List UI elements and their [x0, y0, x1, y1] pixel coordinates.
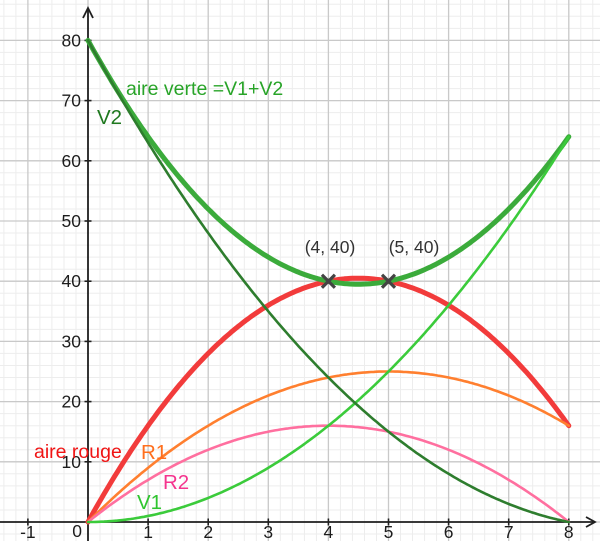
y-tick-label: 60 [62, 151, 82, 171]
x-cross-icon [380, 273, 397, 289]
curve-label-aire-verte[interactable]: aire verte =V1+V2 [126, 78, 283, 100]
x-cross-icon [320, 273, 337, 289]
y-tick-label: 50 [62, 211, 82, 231]
y-tick-label: 30 [62, 331, 82, 351]
y-tick-label: 10 [62, 452, 82, 472]
point-label-point-5-40[interactable]: (5, 40) [389, 237, 440, 257]
y-tick-label: 80 [62, 30, 82, 50]
y-tick-label: 70 [62, 91, 82, 111]
x-axis-arrow-icon [585, 516, 597, 528]
origin-label: 0 [72, 521, 82, 541]
curve-V2[interactable] [86, 39, 571, 524]
curve-label-V1[interactable]: V1 [137, 491, 162, 514]
x-tick-label: 7 [504, 522, 514, 541]
x-tick-label: 2 [203, 522, 213, 541]
curve-V1[interactable] [86, 135, 571, 524]
axis-labels: -1 1 2 3 4 5 6 7 8 10 20 30 40 50 60 70 80 0 [20, 30, 574, 541]
y-tick-label: 40 [62, 271, 82, 291]
x-tick-label: 6 [444, 522, 454, 541]
y-axis-arrow-icon [82, 5, 94, 19]
curve-label-V2[interactable]: V2 [97, 106, 122, 129]
curve-label-aire-rouge[interactable]: aire rouge [34, 441, 122, 463]
x-tick-label: 1 [143, 522, 153, 541]
x-tick-label: 5 [384, 522, 394, 541]
point-marker-point-5-40[interactable] [380, 273, 397, 289]
x-tick-label: 3 [263, 522, 273, 541]
x-tick-label: -1 [20, 522, 36, 541]
y-tick-label: 20 [62, 392, 82, 412]
x-tick-label: 8 [564, 522, 574, 541]
curve-label-R1[interactable]: R1 [141, 441, 167, 464]
point-marker-point-4-40[interactable] [320, 273, 337, 289]
x-tick-label: 4 [324, 522, 334, 541]
curve-label-R2[interactable]: R2 [163, 471, 189, 494]
points: (4, 40) (5, 40) [305, 237, 440, 289]
point-label-point-4-40[interactable]: (4, 40) [305, 237, 356, 257]
